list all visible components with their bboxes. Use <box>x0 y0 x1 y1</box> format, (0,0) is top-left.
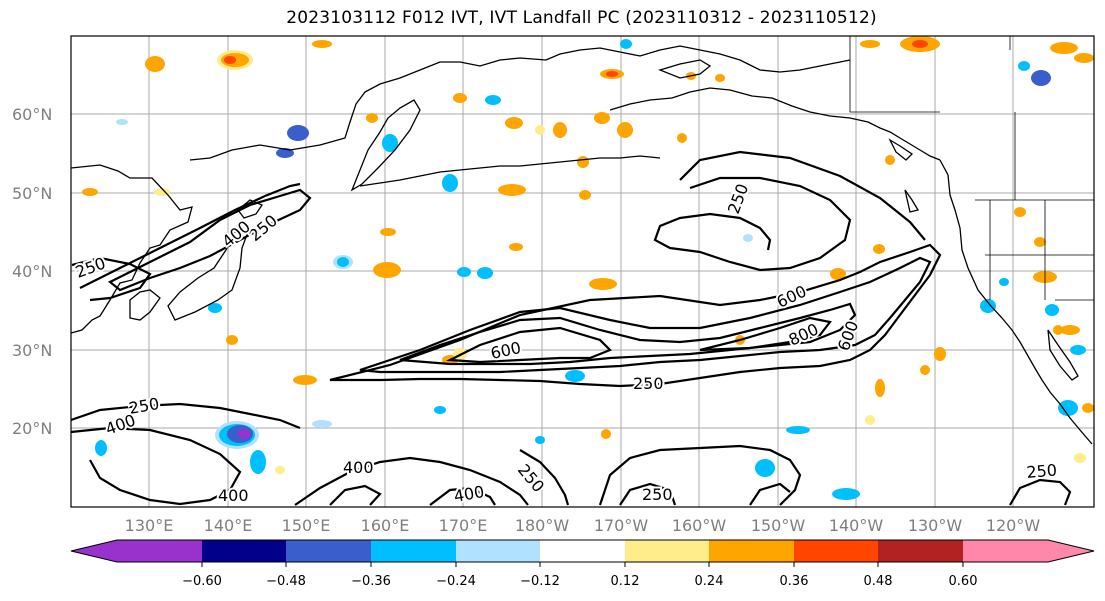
contour-label: 250 <box>633 374 664 393</box>
lat-label: 50°N <box>12 184 52 203</box>
map-frame <box>70 35 1095 508</box>
colorbar-segment <box>540 540 626 562</box>
political-borders <box>849 36 1094 301</box>
colorbar-tick-label: 0.60 <box>949 574 978 589</box>
lon-label: 170°W <box>594 516 649 535</box>
map-title: 2023103112 F012 IVT, IVT Landfall PC (20… <box>286 8 877 28</box>
colorbar-tick-label: −0.24 <box>436 574 476 589</box>
lon-label: 140°W <box>829 516 884 535</box>
contour-label: 250 <box>642 485 673 504</box>
latitude-labels: 20°N 30°N 40°N 50°N 60°N <box>12 105 52 438</box>
lat-label: 60°N <box>12 105 52 124</box>
colorbar-tick-label: 0.36 <box>780 574 809 589</box>
lon-label: 160°E <box>361 516 410 535</box>
colorbar-segment <box>963 540 1094 562</box>
coastlines <box>70 45 1093 445</box>
colorbar-segment <box>709 540 795 562</box>
colorbar-tick-label: −0.12 <box>520 574 560 589</box>
lat-label: 40°N <box>12 262 52 281</box>
colorbar-tick-label: −0.60 <box>182 574 222 589</box>
ivt-contours <box>70 150 1072 506</box>
contour-label: 400 <box>452 482 485 506</box>
colorbar-segment <box>625 540 710 562</box>
lon-label: 160°W <box>672 516 727 535</box>
colorbar-segment <box>456 540 541 562</box>
lon-label: 120°W <box>986 516 1041 535</box>
colorbar-tick-label: 0.24 <box>695 574 724 589</box>
longitude-labels: 130°E 140°E 150°E 160°E 170°E 180°W 170°… <box>125 516 1041 535</box>
colorbar-tick-label: 0.48 <box>864 574 893 589</box>
colorbar-segment <box>286 540 372 562</box>
graticule <box>71 36 1094 507</box>
colorbar-segment <box>794 540 879 562</box>
lon-label: 130°W <box>908 516 963 535</box>
colorbar-tick-label: −0.48 <box>266 574 306 589</box>
lon-label: 150°W <box>751 516 806 535</box>
colorbar-tick-label: −0.36 <box>351 574 391 589</box>
colorbar-outline <box>70 539 1095 563</box>
lon-label: 170°E <box>439 516 488 535</box>
colorbar-segment <box>202 540 287 562</box>
colorbar-tick-label: 0.12 <box>611 574 640 589</box>
lon-label: 130°E <box>125 516 174 535</box>
contour-label: 400 <box>218 486 249 505</box>
contour-label: 250 <box>1026 460 1058 482</box>
lat-label: 20°N <box>12 419 52 438</box>
lon-label: 150°E <box>282 516 331 535</box>
contour-label: 400 <box>343 458 374 477</box>
lon-label: 180°W <box>515 516 570 535</box>
colorbar-segment <box>371 540 457 562</box>
lat-label: 30°N <box>12 341 52 360</box>
lon-label: 140°E <box>204 516 253 535</box>
colorbar-segment <box>878 540 964 562</box>
colorbar: −0.60 −0.48 −0.36 −0.24 −0.12 0.12 0.24 … <box>70 539 1095 589</box>
colorbar-segment <box>116 540 203 562</box>
